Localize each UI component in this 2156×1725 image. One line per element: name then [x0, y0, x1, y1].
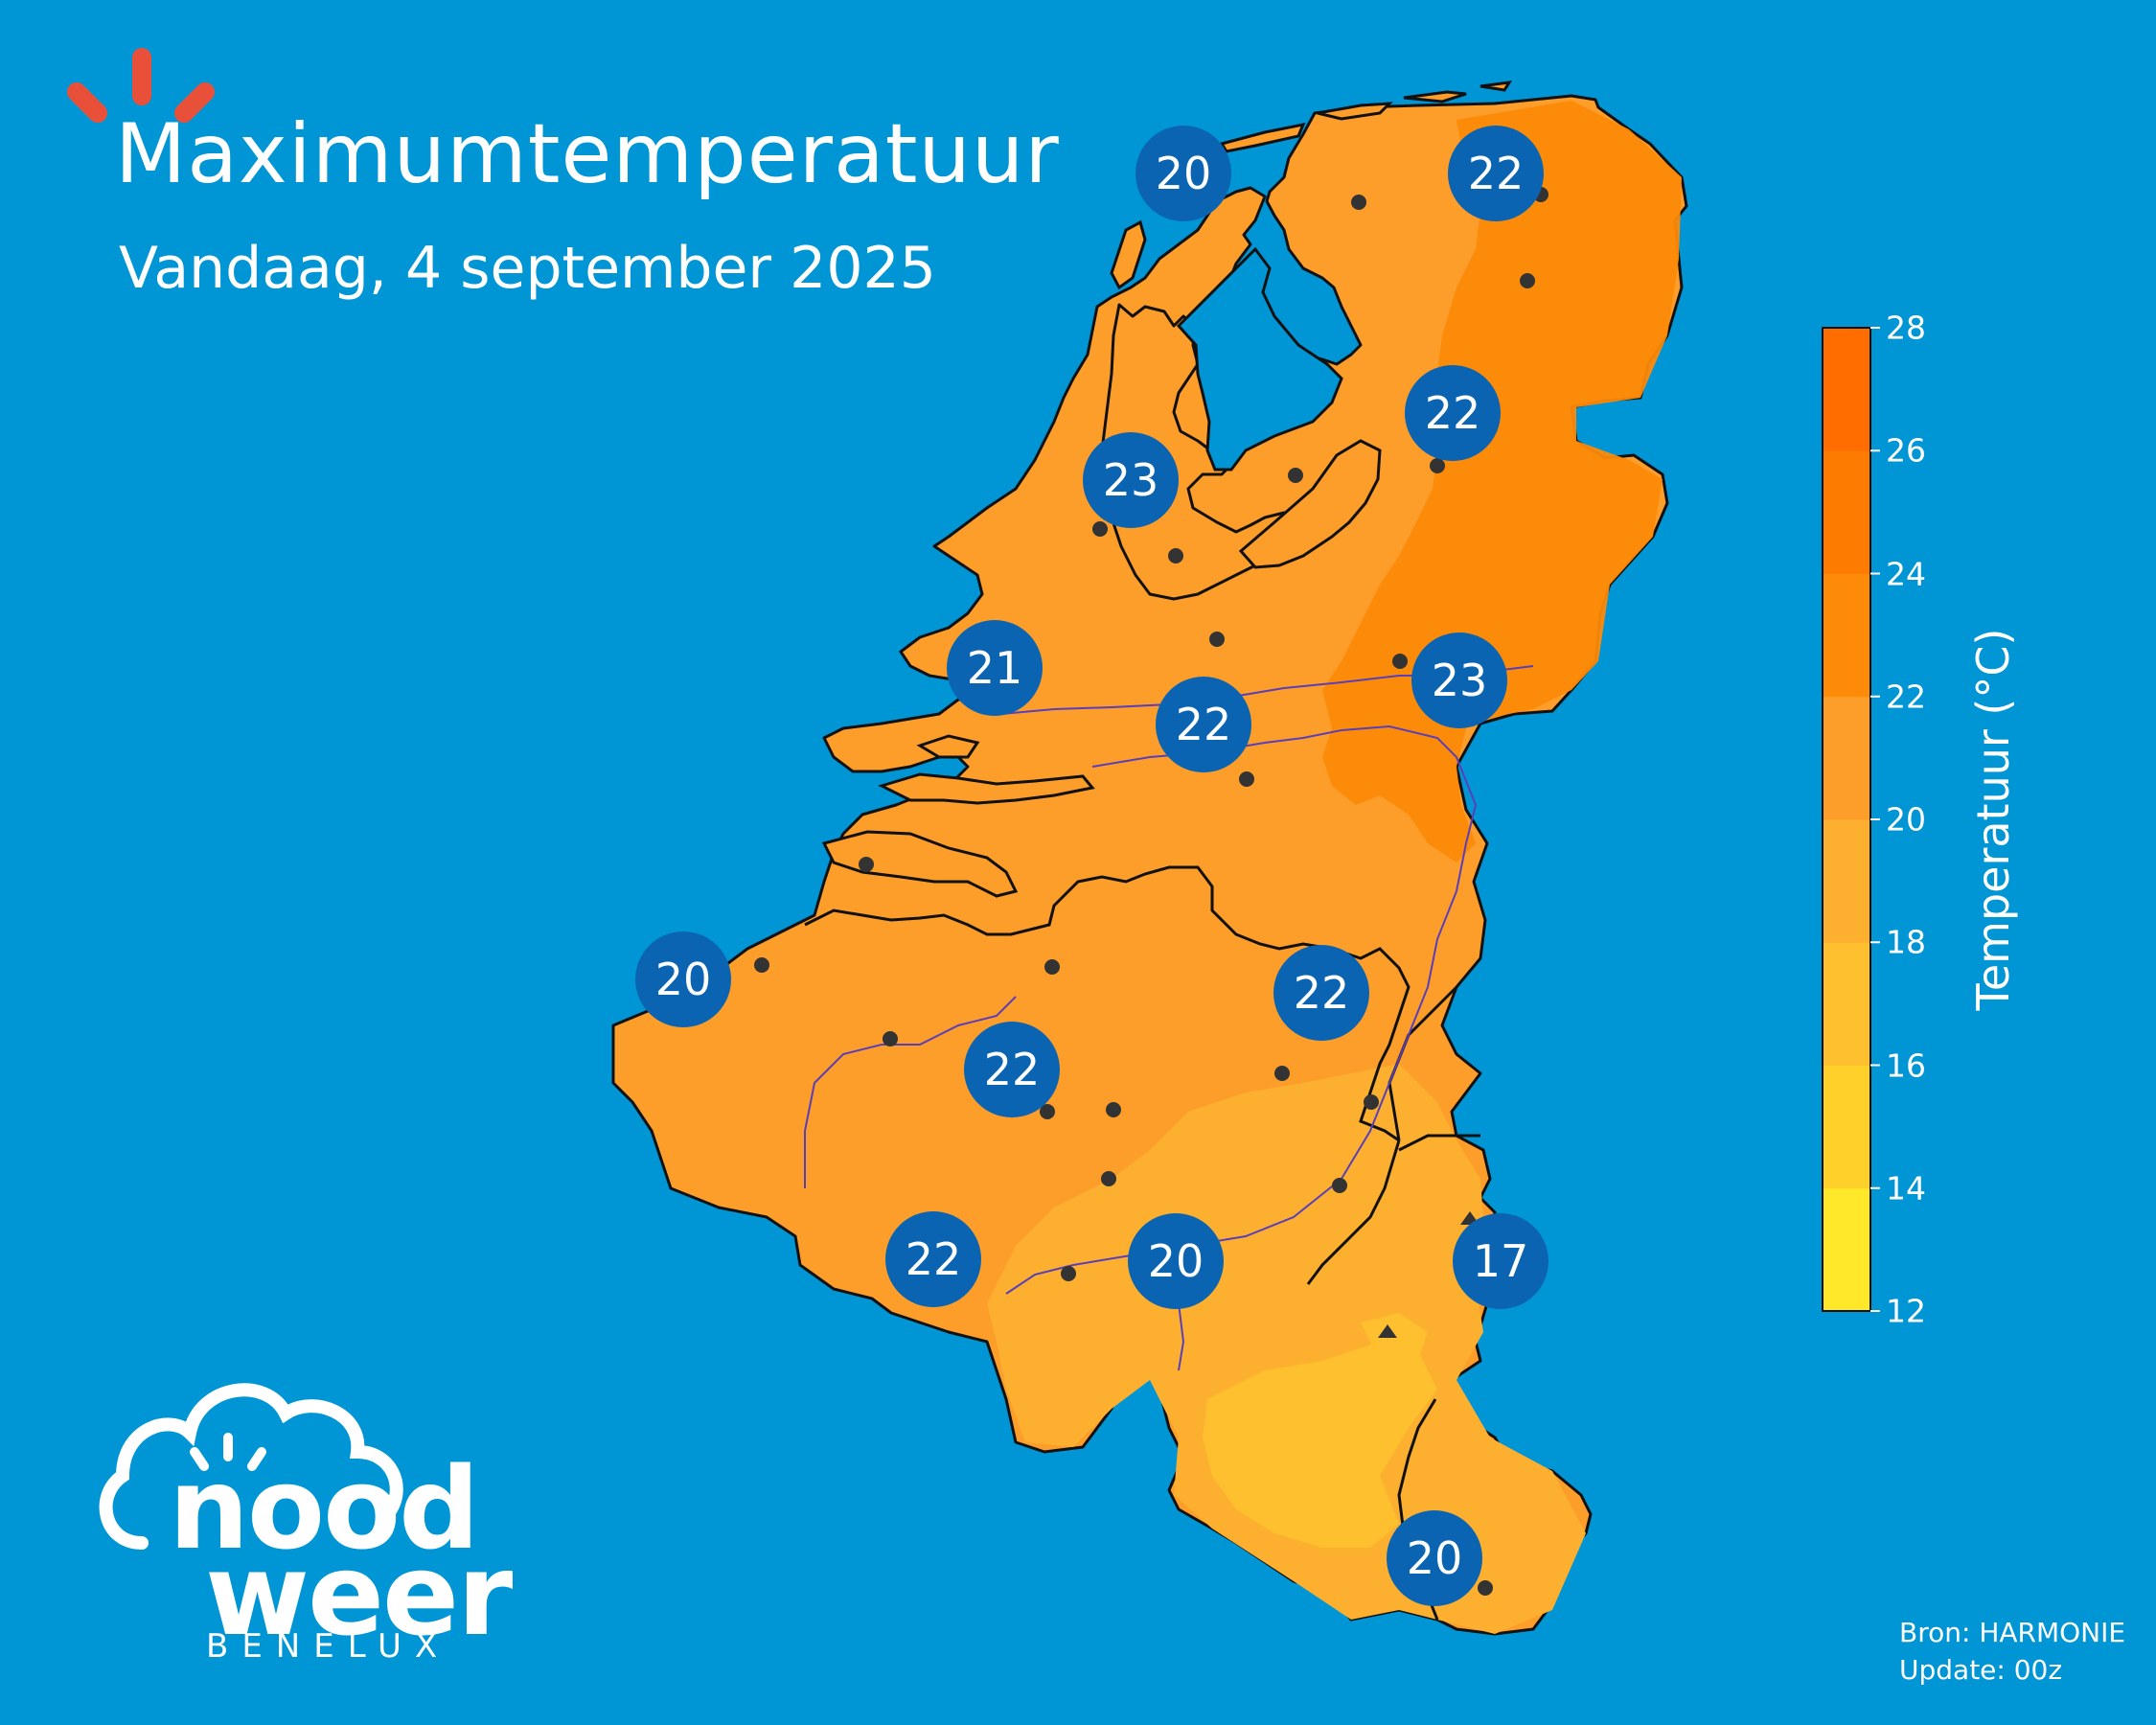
- warm-zone-east: [1322, 101, 1682, 862]
- logo-word-weer: weer: [205, 1529, 513, 1661]
- logo-sun-rays-icon: [67, 48, 215, 123]
- temperature-badge-oostende: 20: [635, 932, 731, 1027]
- logo-word-nood: nood: [169, 1442, 480, 1575]
- temperature-badge-groningen: 22: [1448, 126, 1544, 221]
- temperature-badge-hoge-venen: 17: [1453, 1213, 1548, 1309]
- temperature-colorbar: [1822, 327, 1880, 1312]
- temperature-badge-twente: 23: [1411, 632, 1507, 728]
- temperature-value: 22: [1294, 967, 1350, 1019]
- colorbar-tick-label: 28: [1886, 309, 1926, 347]
- temperature-value: 20: [1156, 148, 1212, 199]
- colorbar-segment: [1823, 819, 1870, 943]
- colorbar-title: Temperatuur (°C): [1967, 628, 2019, 1011]
- temperature-value: 22: [984, 1044, 1041, 1095]
- city-dots: [754, 187, 1548, 1596]
- temperature-badge-namen: 20: [1128, 1213, 1224, 1309]
- temperature-badge-vlieland: 20: [1135, 126, 1231, 221]
- map-subtitle: Vandaag, 4 september 2025: [119, 235, 936, 302]
- temperature-badge-henegouwen: 22: [885, 1211, 981, 1307]
- colorbar-segment: [1823, 450, 1870, 574]
- temperature-badge-gent: 22: [964, 1022, 1060, 1117]
- temperature-badge-limburg-nl: 22: [1273, 945, 1369, 1041]
- temperature-badge-den-haag: 21: [947, 620, 1043, 716]
- temperature-value: 23: [1103, 454, 1159, 506]
- colorbar-tick-label: 18: [1886, 923, 1926, 961]
- noodweer-cloud-logo-icon: [99, 1383, 403, 1550]
- temperature-value: 22: [1468, 148, 1525, 199]
- cool-zone-ardennes: [987, 1064, 1586, 1634]
- colorbar-segment: [1823, 573, 1870, 698]
- ijsselmeer: [1176, 246, 1343, 472]
- colorbar-tick-label: 22: [1886, 678, 1926, 716]
- temperature-badge-utrecht: 22: [1156, 677, 1251, 772]
- temperature-badge-den-helder: 23: [1083, 432, 1179, 528]
- logo-subtitle: BENELUX: [206, 1627, 451, 1666]
- colorbar-segment: [1823, 696, 1870, 820]
- temperature-value: 17: [1473, 1235, 1529, 1287]
- temperature-value: 22: [906, 1233, 962, 1285]
- colorbar-segment: [1823, 1187, 1870, 1312]
- wadden-islands: [1110, 80, 1512, 290]
- temperature-badge-drenthe: 22: [1405, 365, 1501, 461]
- temperature-value: 20: [1407, 1532, 1463, 1584]
- temperature-value: 21: [967, 642, 1023, 694]
- colorbar-segment: [1823, 942, 1870, 1066]
- temperature-value: 20: [655, 954, 712, 1005]
- temperature-value: 22: [1425, 387, 1481, 439]
- flevoland: [1238, 439, 1382, 569]
- zeeland-islands: [821, 734, 1095, 898]
- colorbar-tick-label: 26: [1886, 431, 1926, 470]
- temperature-badges: 20 22 22 23 21 22 23 20 22 22 22 20 17 20: [635, 126, 1548, 1606]
- colorbar-tick-label: 24: [1886, 555, 1926, 592]
- source-info: Bron: HARMONIE Update: 00z: [1899, 1614, 2125, 1689]
- temperature-value: 22: [1176, 699, 1232, 750]
- source-line: Bron: HARMONIE: [1899, 1617, 2126, 1648]
- update-line: Update: 00z: [1899, 1654, 2063, 1686]
- map-title: Maximumtemperatuur: [115, 106, 1060, 202]
- colorbar-tick-label: 12: [1886, 1292, 1926, 1330]
- temperature-value: 20: [1148, 1235, 1204, 1287]
- colorbar-tick-label: 16: [1886, 1046, 1926, 1084]
- cool-zone-plateau: [1203, 1342, 1437, 1548]
- temperature-value: 23: [1432, 655, 1488, 706]
- colorbar-tick-label: 14: [1886, 1169, 1926, 1208]
- temperature-badge-luxemburg: 20: [1387, 1510, 1482, 1606]
- colorbar-tick-label: 20: [1886, 800, 1926, 839]
- colorbar-segment: [1823, 1065, 1870, 1189]
- colorbar-segment: [1823, 328, 1870, 451]
